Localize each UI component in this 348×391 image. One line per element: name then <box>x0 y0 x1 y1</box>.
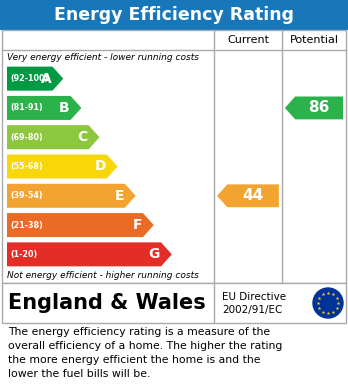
Bar <box>2 30 346 283</box>
Text: The energy efficiency rating is a measure of the: The energy efficiency rating is a measur… <box>8 327 270 337</box>
Polygon shape <box>285 97 343 119</box>
Text: Very energy efficient - lower running costs: Very energy efficient - lower running co… <box>7 52 199 61</box>
Polygon shape <box>217 185 279 207</box>
Polygon shape <box>7 154 118 179</box>
Text: (69-80): (69-80) <box>10 133 43 142</box>
Text: (81-91): (81-91) <box>10 104 43 113</box>
Text: G: G <box>149 248 160 261</box>
Text: Not energy efficient - higher running costs: Not energy efficient - higher running co… <box>7 271 199 280</box>
Text: C: C <box>77 130 88 144</box>
Text: Energy Efficiency Rating: Energy Efficiency Rating <box>54 6 294 24</box>
Text: (55-68): (55-68) <box>10 162 43 171</box>
Polygon shape <box>7 66 63 91</box>
Polygon shape <box>7 96 81 120</box>
Text: E: E <box>114 189 124 203</box>
Text: (39-54): (39-54) <box>10 191 42 200</box>
Circle shape <box>313 288 343 318</box>
Bar <box>2 283 346 323</box>
Text: 2002/91/EC: 2002/91/EC <box>222 305 282 315</box>
Text: the more energy efficient the home is and the: the more energy efficient the home is an… <box>8 355 261 365</box>
Text: Potential: Potential <box>290 35 339 45</box>
Text: D: D <box>94 160 106 174</box>
Text: (1-20): (1-20) <box>10 250 37 259</box>
Polygon shape <box>7 125 100 149</box>
Text: B: B <box>59 101 70 115</box>
Polygon shape <box>7 242 172 266</box>
Bar <box>0 0 348 30</box>
Text: lower the fuel bills will be.: lower the fuel bills will be. <box>8 369 150 379</box>
Text: EU Directive: EU Directive <box>222 292 286 302</box>
Text: (21-38): (21-38) <box>10 221 43 230</box>
Text: (92-100): (92-100) <box>10 74 48 83</box>
Text: A: A <box>41 72 52 86</box>
Text: 44: 44 <box>243 188 264 203</box>
Text: England & Wales: England & Wales <box>8 293 206 313</box>
Text: overall efficiency of a home. The higher the rating: overall efficiency of a home. The higher… <box>8 341 282 351</box>
Text: F: F <box>133 218 142 232</box>
Text: 86: 86 <box>308 100 330 115</box>
Text: Current: Current <box>227 35 269 45</box>
Polygon shape <box>7 184 136 208</box>
Polygon shape <box>7 213 154 237</box>
